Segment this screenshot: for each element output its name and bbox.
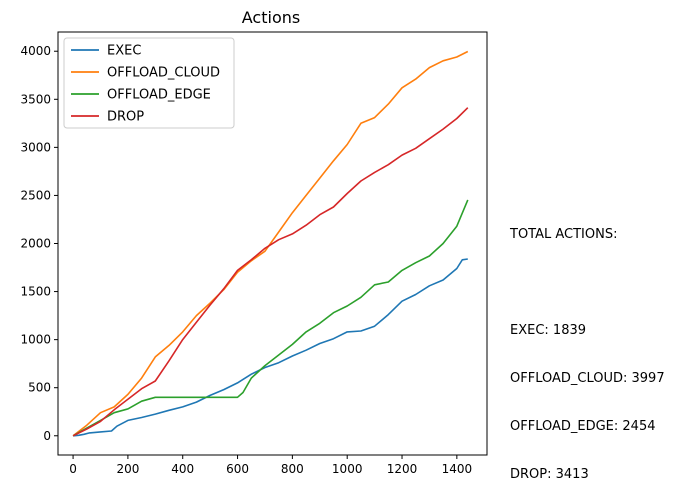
annotation-line-offload-cloud: OFFLOAD_CLOUD: 3997	[510, 371, 665, 386]
legend-label-offload-cloud: OFFLOAD_CLOUD	[107, 66, 220, 81]
y-tick-label: 0	[43, 429, 51, 443]
series-line-offload-edge	[72, 199, 469, 437]
x-tick-label: 1200	[387, 462, 418, 476]
annotation-line-offload-edge: OFFLOAD_EDGE: 2454	[510, 419, 656, 434]
chart-title: Actions	[242, 8, 300, 27]
y-tick-label: 3500	[20, 92, 51, 106]
y-tick-label: 2500	[20, 188, 51, 202]
x-tick-label: 1400	[442, 462, 473, 476]
annotation-heading: TOTAL ACTIONS:	[510, 227, 618, 242]
x-tick-label: 0	[69, 462, 77, 476]
y-tick-label: 4000	[20, 44, 51, 58]
annotation-line-exec: EXEC: 1839	[510, 323, 587, 338]
x-tick-label: 1000	[332, 462, 363, 476]
legend-label-offload-edge: OFFLOAD_EDGE	[107, 88, 211, 103]
y-tick-label: 1500	[20, 285, 51, 299]
series-line-offload-cloud	[72, 50, 469, 437]
y-tick-label: 500	[28, 381, 51, 395]
series-layer	[72, 50, 469, 437]
y-tick-label: 2000	[20, 237, 51, 251]
series-line-drop	[72, 107, 469, 437]
ticks-layer: 0 200 400 600 800 1000 1200 1400 0 500 1000 1500 200…	[20, 44, 472, 476]
annotation-spacer	[510, 275, 665, 291]
legend-label-exec: EXEC	[107, 44, 141, 59]
series-line-exec	[73, 258, 468, 437]
total-actions-annotation: TOTAL ACTIONS: EXEC: 1839 OFFLOAD_CLOUD:…	[510, 195, 665, 499]
x-tick-label: 200	[116, 462, 139, 476]
y-tick-label: 1000	[20, 333, 51, 347]
legend: EXEC OFFLOAD_CLOUD OFFLOAD_EDGE DROP	[63, 37, 235, 129]
legend-box	[63, 37, 235, 129]
x-tick-label: 400	[171, 462, 194, 476]
x-tick-label: 600	[226, 462, 249, 476]
plot-frame	[57, 31, 488, 456]
y-tick-label: 3000	[20, 140, 51, 154]
x-tick-label: 800	[281, 462, 304, 476]
annotation-line-drop: DROP: 3413	[510, 467, 589, 482]
legend-label-drop: DROP	[107, 110, 144, 125]
